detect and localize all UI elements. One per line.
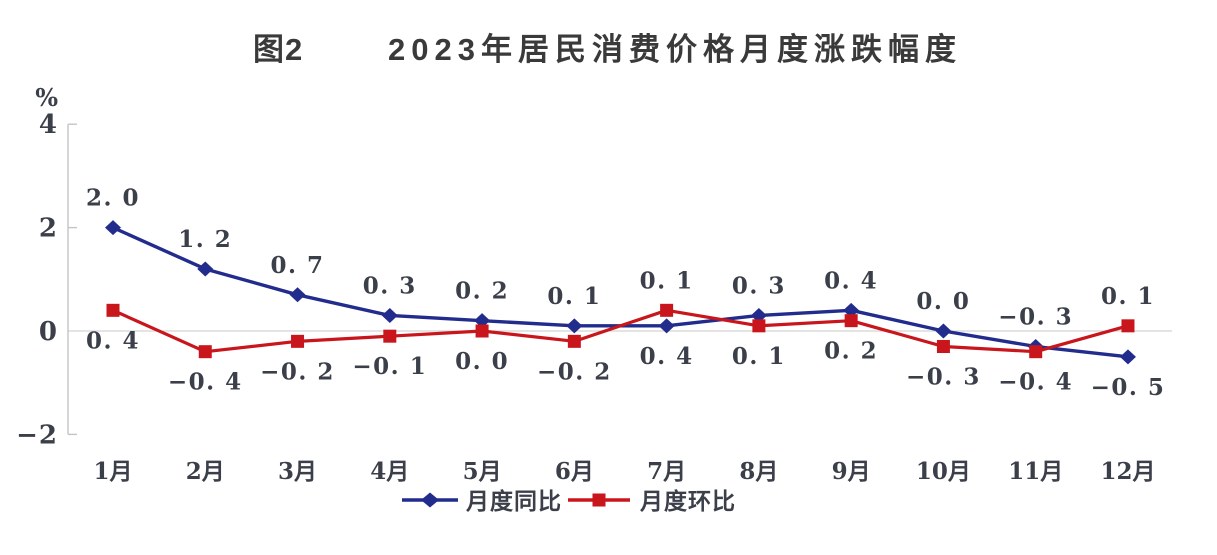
marker-diamond [658,318,675,334]
marker-square [936,340,950,354]
x-tick-label: 3月 [278,458,317,485]
marker-square [660,303,674,317]
x-tick-label: 5月 [463,458,502,485]
marker-diamond [935,323,952,339]
series-lines-group [111,225,1130,359]
y-axis-group [67,123,77,436]
data-label-above: 0. 1 [640,267,694,294]
data-label-above: 0. 4 [824,267,878,294]
marker-diamond [474,313,491,329]
data-label-below: 0. 2 [824,338,878,365]
data-label-above: 0. 2 [455,278,509,305]
data-label-below: 0. 1 [732,343,786,370]
marker-diamond [750,307,767,323]
data-label-above: 0. 3 [732,272,786,299]
marker-square [198,345,212,359]
data-label-above: 1. 2 [178,226,232,253]
marker-diamond [197,261,214,277]
marker-diamond [105,220,121,236]
data-label-below: −0. 2 [537,358,612,385]
data-label-below: −0. 3 [906,364,981,391]
x-tick-label: 9月 [832,458,871,485]
data-label-below: −0. 4 [998,369,1073,396]
data-label-below: 0. 4 [86,327,140,354]
marker-diamond [843,302,860,318]
data-label-above: 0. 7 [271,252,325,279]
marker-square [844,314,858,328]
x-tick-label: 7月 [647,458,686,485]
data-label-below: −0. 2 [260,358,335,385]
marker-diamond [289,287,306,303]
data-label-below: 0. 0 [455,348,509,375]
x-tick-label: 12月 [1100,458,1155,485]
legend-group: 月度同比 月度环比 [402,488,736,515]
data-label-above: −0. 3 [998,304,1073,331]
marker-square [383,329,397,343]
data-label-above: 0. 0 [916,288,970,315]
legend-label: 月度同比 [465,488,562,515]
y-tick-label: 2 [39,214,58,244]
x-tick-label: 1月 [93,458,132,485]
series-markers-group [105,220,1136,365]
data-label-above: 2. 0 [86,185,140,212]
x-tick-labels-group: 1月 2月 3月 4月 5月 6月 7月 8月 9月 10月 11月 12月 [93,458,1155,485]
y-axis-unit-label: % [35,83,58,112]
data-label-below: 0. 4 [640,343,694,370]
legend-marker-square [592,493,606,507]
x-tick-label: 6月 [555,458,594,485]
data-label-below: −0. 4 [168,369,243,396]
y-tick-label: 0 [39,317,58,347]
data-label-below: −0. 5 [1091,374,1166,401]
series-line-mom [111,308,1130,354]
y-tick-label: −2 [16,420,58,450]
data-labels-group: 2. 0 0. 4 1. 2 −0. 4 0. 7 −0. 2 0. 3 −0. 1 0. 2 0… [86,185,1166,401]
x-tick-label: 4月 [370,458,409,485]
series-line-yoy [111,225,1130,359]
figure-number-label: 图2 [253,32,304,67]
legend-marker-diamond [421,492,439,508]
marker-square [1029,345,1043,359]
marker-square [567,334,581,348]
x-tick-label: 8月 [739,458,778,485]
data-label-above: 0. 1 [1101,283,1155,310]
figure-title: 2023年居民消费价格月度涨跌幅度 [388,32,962,67]
x-tick-label: 10月 [916,458,971,485]
y-tick-labels-group: 4 2 0 −2% [16,83,58,450]
marker-diamond [381,307,398,323]
marker-diamond [566,318,583,334]
marker-square [475,324,489,338]
data-label-above: 0. 3 [363,272,417,299]
y-tick-label: 4 [39,110,58,140]
marker-square [1121,319,1135,333]
legend-label: 月度环比 [639,488,736,515]
data-label-above: 0. 1 [547,283,601,310]
marker-square [291,334,305,348]
marker-square [752,319,766,333]
data-label-below: −0. 1 [352,353,427,380]
x-tick-label: 2月 [186,458,225,485]
marker-diamond [1119,349,1136,365]
x-tick-label: 11月 [1008,458,1063,485]
marker-square [106,303,120,317]
